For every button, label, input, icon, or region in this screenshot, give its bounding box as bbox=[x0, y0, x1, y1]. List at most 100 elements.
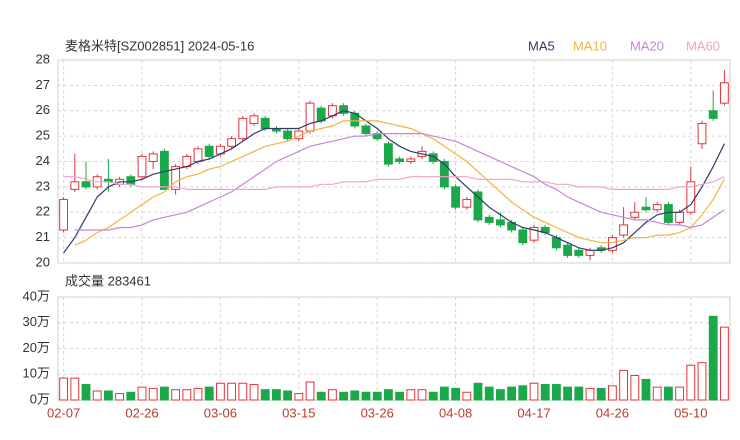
candle-body bbox=[574, 249, 584, 256]
volume-bar bbox=[551, 384, 561, 401]
volume-bar bbox=[159, 386, 169, 401]
volume-bar bbox=[305, 381, 315, 401]
candle-body bbox=[428, 153, 438, 162]
candle-body bbox=[529, 226, 539, 241]
volume-bar bbox=[395, 391, 405, 401]
candle-body bbox=[708, 110, 718, 119]
x-tick-label: 04-08 bbox=[439, 405, 472, 420]
volume-bar bbox=[126, 391, 136, 401]
legend-entry: MA10 bbox=[573, 38, 607, 53]
volume-bar bbox=[697, 362, 707, 401]
x-tick-label: 04-26 bbox=[596, 405, 629, 420]
volume-bar bbox=[473, 382, 483, 401]
volume-bar bbox=[260, 389, 270, 401]
volume-tick-label: 30万 bbox=[23, 314, 50, 329]
volume-tick-label: 10万 bbox=[23, 366, 50, 381]
volume-bar bbox=[417, 389, 427, 401]
volume-bar bbox=[406, 389, 416, 401]
volume-bar bbox=[70, 377, 80, 401]
volume-bar bbox=[339, 391, 349, 401]
y-tick-label: 27 bbox=[36, 77, 50, 92]
volume-bar bbox=[529, 382, 539, 401]
volume-bar bbox=[271, 389, 281, 401]
volume-bar bbox=[462, 391, 472, 401]
candle-body bbox=[249, 115, 259, 124]
volume-bar bbox=[283, 390, 293, 401]
candle-body bbox=[518, 229, 528, 244]
volume-bar bbox=[563, 386, 573, 401]
volume-bar bbox=[350, 390, 360, 401]
candle-body bbox=[697, 122, 707, 145]
volume-bar bbox=[204, 386, 214, 401]
candle-body bbox=[607, 237, 617, 251]
volume-bar bbox=[137, 386, 147, 401]
volume-bar bbox=[294, 393, 304, 401]
volume-tick-label: 40万 bbox=[23, 288, 50, 303]
volume-bar bbox=[249, 384, 259, 401]
volume-bar bbox=[596, 387, 606, 401]
candle-body bbox=[686, 181, 696, 213]
volume-bar bbox=[238, 382, 248, 401]
volume-bar bbox=[540, 384, 550, 401]
candle-body bbox=[59, 199, 69, 231]
candle-body bbox=[630, 211, 640, 218]
candle-body bbox=[383, 143, 393, 165]
candle-body bbox=[641, 206, 651, 211]
volume-bar bbox=[675, 386, 685, 401]
volume-bar bbox=[182, 389, 192, 401]
volume-bar bbox=[451, 387, 461, 401]
volume-bar bbox=[518, 385, 528, 401]
candle-body bbox=[339, 105, 349, 114]
volume-bar bbox=[663, 386, 673, 401]
volume-bar bbox=[439, 386, 449, 401]
y-tick-label: 22 bbox=[36, 204, 50, 219]
volume-bar bbox=[103, 390, 113, 401]
volume-bar bbox=[641, 378, 651, 401]
candle-body bbox=[126, 176, 136, 185]
volume-bar bbox=[383, 389, 393, 401]
candle-body bbox=[81, 181, 91, 188]
volume-bar bbox=[619, 369, 629, 401]
volume-bar bbox=[428, 391, 438, 401]
candle-body bbox=[719, 82, 729, 104]
candle-body bbox=[305, 102, 315, 132]
volume-bar bbox=[92, 390, 102, 401]
candle-body bbox=[619, 224, 629, 236]
volume-bar bbox=[215, 382, 225, 401]
volume-bar bbox=[227, 382, 237, 401]
ma-line bbox=[74, 120, 725, 246]
volume-bar bbox=[708, 315, 718, 401]
y-tick-label: 23 bbox=[36, 178, 50, 193]
x-tick-label: 03-15 bbox=[282, 405, 315, 420]
candle-body bbox=[238, 117, 248, 140]
volume-title: 成交量 283461 bbox=[65, 273, 151, 288]
volume-bar bbox=[81, 384, 91, 401]
candle-body bbox=[204, 145, 214, 157]
candle-body bbox=[260, 117, 270, 130]
legend-entry: MA60 bbox=[686, 38, 720, 53]
ma-line bbox=[63, 110, 725, 254]
candle-body bbox=[193, 148, 203, 162]
x-tick-label: 04-17 bbox=[517, 405, 550, 420]
legend-entry: MA20 bbox=[630, 38, 664, 53]
volume-bar bbox=[327, 389, 337, 401]
volume-bar bbox=[495, 389, 505, 401]
y-tick-label: 28 bbox=[36, 51, 50, 66]
volume-bar bbox=[316, 391, 326, 401]
volume-bar bbox=[585, 387, 595, 401]
volume-bar bbox=[652, 386, 662, 401]
candle-body bbox=[439, 161, 449, 188]
y-tick-label: 26 bbox=[36, 102, 50, 117]
volume-bar bbox=[372, 391, 382, 401]
candle-body bbox=[652, 204, 662, 211]
legend-entry: MA5 bbox=[528, 38, 555, 53]
volume-bar bbox=[630, 375, 640, 401]
candle-body bbox=[585, 249, 595, 256]
candle-body bbox=[473, 191, 483, 221]
volume-bar bbox=[115, 393, 125, 401]
candle-body bbox=[283, 130, 293, 140]
x-tick-label: 05-10 bbox=[674, 405, 707, 420]
y-tick-label: 20 bbox=[36, 254, 50, 269]
ma-line bbox=[74, 133, 725, 231]
